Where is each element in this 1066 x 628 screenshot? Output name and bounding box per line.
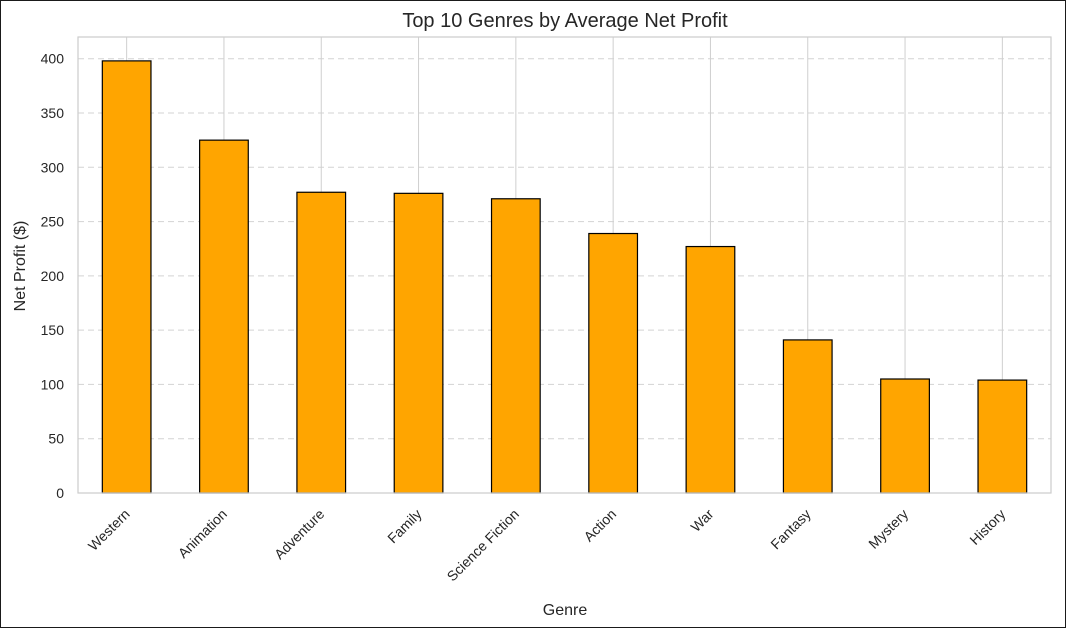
bar-adventure: [296, 191, 347, 494]
y-tick-label: 250: [41, 214, 65, 230]
bar-mystery: [880, 378, 930, 494]
bar-war: [685, 245, 736, 494]
x-tick-label: Mystery: [865, 506, 911, 552]
x-tick-label: Science Fiction: [444, 506, 522, 584]
y-tick-label: 150: [41, 322, 65, 338]
plot-border: [77, 36, 1052, 494]
y-tick-label: 0: [56, 485, 64, 501]
x-tick-label: Family: [384, 506, 424, 546]
bar-western: [101, 60, 152, 494]
y-tick-label: 350: [41, 105, 65, 121]
bar-science-fiction: [490, 198, 541, 494]
x-axis-label: Genre: [543, 602, 588, 619]
x-tick-label: Action: [580, 506, 619, 545]
x-tick-label: Animation: [175, 506, 230, 561]
plot-area: 0 50 100 150 200 250 300 350 400 Western Animation…: [41, 36, 1052, 584]
y-tick-label: 200: [41, 268, 65, 284]
x-tick-label: Fantasy: [767, 506, 814, 553]
y-tick-label: 100: [41, 376, 65, 392]
y-axis-label: Net Profit ($): [12, 221, 29, 312]
bar-history: [977, 379, 1028, 494]
bar-animation: [199, 139, 249, 494]
bar-action: [588, 232, 639, 494]
x-tick-label: Western: [85, 506, 133, 554]
y-tick-label: 400: [41, 51, 65, 67]
chart-title: Top 10 Genres by Average Net Profit: [402, 10, 728, 32]
x-tick-label: History: [966, 506, 1008, 548]
bar-fantasy: [782, 339, 833, 494]
x-tick-label: War: [687, 506, 716, 535]
x-tick-label: Adventure: [271, 506, 328, 563]
y-tick-label: 300: [41, 159, 65, 175]
y-tick-label: 50: [48, 431, 64, 447]
bar-family: [393, 192, 444, 494]
